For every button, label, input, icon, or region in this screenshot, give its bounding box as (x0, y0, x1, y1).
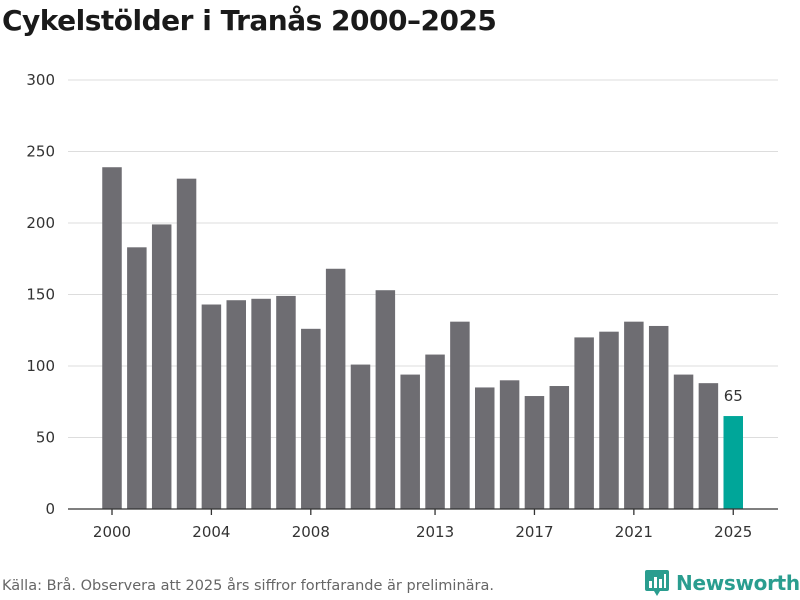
y-tick-label-200: 200 (26, 214, 55, 232)
y-tick-label-100: 100 (26, 357, 55, 375)
y-tick-label-50: 50 (36, 429, 55, 447)
bar-2005 (226, 300, 246, 509)
x-tick-label-2017: 2017 (515, 523, 553, 541)
bar-2000 (102, 167, 122, 510)
brand-name: Newsworthy (676, 571, 800, 595)
data-labels: 65 (724, 387, 743, 405)
bar-2015 (475, 387, 495, 509)
x-tick-label-2008: 2008 (292, 523, 330, 541)
x-axis-ticks: 2000 2004 2008 2013 2017 2021 2025 (68, 508, 778, 541)
y-axis-ticks: 0 50 100 150 200 250 300 (26, 71, 55, 518)
newsworthy-logo-icon (645, 570, 669, 596)
bar-2008 (301, 328, 321, 509)
bar-2006 (251, 298, 271, 509)
x-tick-label-2013: 2013 (416, 523, 454, 541)
chart-title: Cykelstölder i Tranås 2000–2025 (2, 4, 497, 37)
bar-2023 (673, 374, 694, 509)
gridlines (68, 79, 778, 438)
bar-2004 (201, 304, 222, 509)
y-tick-label-250: 250 (26, 143, 55, 161)
bar-2016 (499, 380, 520, 509)
x-tick-label-2021: 2021 (615, 523, 653, 541)
bar-2001 (127, 247, 147, 509)
bars (102, 167, 743, 510)
bar-2017 (524, 396, 545, 509)
bar-2021 (624, 321, 644, 509)
bar-2012 (400, 374, 420, 509)
bar-2007 (276, 295, 296, 509)
brand-logo: Newsworthy (644, 568, 800, 598)
y-tick-label-0: 0 (45, 500, 55, 518)
bar-2022 (648, 325, 669, 509)
source-note: Källa: Brå. Observera att 2025 års siffr… (2, 578, 494, 594)
bar-2010 (350, 364, 371, 509)
bar-2024 (698, 383, 719, 509)
data-label-2025: 65 (724, 387, 743, 405)
bar-2018 (549, 386, 570, 509)
bar-2014 (450, 321, 470, 509)
y-tick-label-150: 150 (26, 286, 55, 304)
y-tick-label-300: 300 (26, 71, 55, 89)
x-tick-label-2025: 2025 (714, 523, 752, 541)
bar-2009 (325, 268, 346, 509)
bar-2002 (151, 224, 172, 509)
bar-2013 (425, 354, 445, 509)
bar-2020 (599, 331, 619, 509)
bar-2003 (176, 178, 197, 510)
x-tick-label-2000: 2000 (93, 523, 131, 541)
x-tick-label-2004: 2004 (192, 523, 230, 541)
bar-2025 (723, 416, 743, 509)
bar-2019 (574, 337, 594, 509)
bar-2011 (375, 290, 396, 509)
